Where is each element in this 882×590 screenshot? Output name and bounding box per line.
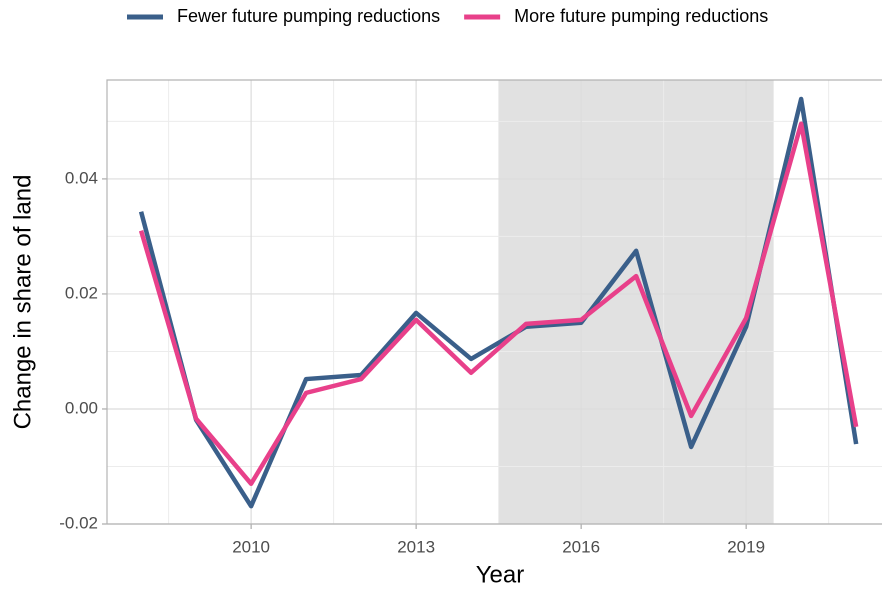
y-axis-title: Change in share of land	[9, 175, 36, 430]
x-tick-label: 2016	[562, 537, 600, 556]
series-line	[138, 96, 859, 509]
legend-text: Fewer future pumping reductions	[177, 6, 440, 26]
x-tick-label: 2010	[232, 537, 270, 556]
y-tick-label: 0.02	[65, 283, 98, 302]
x-tick-label: 2013	[397, 537, 435, 556]
x-axis-title: Year	[476, 561, 525, 588]
shaded-region	[498, 80, 774, 524]
x-tick-label: 2019	[727, 537, 765, 556]
panel-border	[106, 79, 882, 525]
y-tick-label: 0.00	[65, 398, 98, 417]
y-tick-label: -0.02	[59, 513, 98, 532]
series-line	[138, 121, 859, 486]
y-tick-label: 0.04	[65, 168, 98, 187]
legend-text: More future pumping reductions	[514, 6, 768, 26]
